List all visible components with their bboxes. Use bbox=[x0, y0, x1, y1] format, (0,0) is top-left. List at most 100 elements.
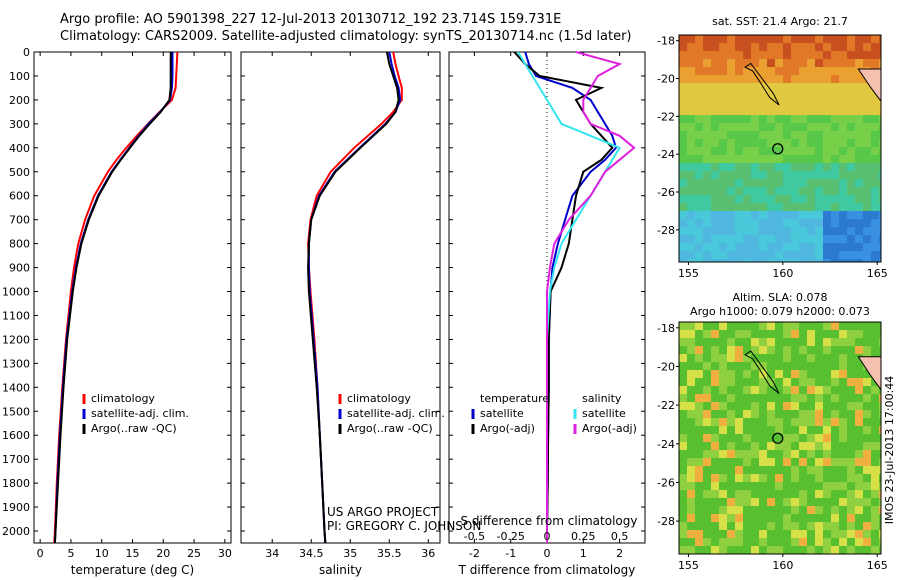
map-cell bbox=[743, 450, 752, 459]
map-cell bbox=[679, 506, 688, 515]
map-cell bbox=[719, 394, 728, 403]
map-cell bbox=[815, 378, 824, 387]
map-cell bbox=[799, 91, 808, 100]
map-cell bbox=[815, 75, 824, 84]
map-cell bbox=[783, 203, 792, 212]
map-y-tick-label: -28 bbox=[657, 224, 675, 237]
map-cell bbox=[719, 338, 728, 347]
map-cell bbox=[727, 506, 736, 515]
map-cell bbox=[703, 83, 712, 92]
series-line-3 bbox=[546, 51, 636, 543]
map-cell bbox=[711, 514, 720, 523]
map-cell bbox=[703, 362, 712, 371]
x-tick-label: 10 bbox=[95, 547, 109, 560]
map-cell bbox=[679, 394, 688, 403]
x-tick-label: 36 bbox=[421, 547, 435, 560]
map-cell bbox=[743, 91, 752, 100]
map-cell bbox=[711, 522, 720, 531]
map-cell bbox=[823, 434, 832, 443]
map-cell bbox=[863, 394, 872, 403]
map-cell bbox=[791, 179, 800, 188]
map-cell bbox=[871, 522, 880, 531]
map-cell bbox=[703, 418, 712, 427]
map-cell bbox=[839, 458, 848, 467]
map-cell bbox=[839, 410, 848, 419]
map-cell bbox=[767, 195, 776, 204]
map-cell bbox=[847, 67, 856, 76]
map-cell bbox=[719, 442, 728, 451]
map-cell bbox=[879, 251, 881, 260]
map-cell bbox=[695, 338, 704, 347]
map-cell bbox=[735, 338, 744, 347]
map-y-tick-label: -20 bbox=[657, 360, 675, 373]
map-cell bbox=[815, 67, 824, 76]
map-cell bbox=[711, 107, 720, 116]
map-cell bbox=[679, 147, 688, 156]
map-cell bbox=[839, 530, 848, 539]
map-cell bbox=[815, 259, 824, 262]
map-cell bbox=[775, 35, 784, 44]
map-cell bbox=[711, 426, 720, 435]
map-cell bbox=[775, 123, 784, 132]
map-cell bbox=[775, 67, 784, 76]
map-cell bbox=[735, 219, 744, 228]
map-cell bbox=[711, 466, 720, 475]
map-cell bbox=[791, 195, 800, 204]
map-cell bbox=[879, 450, 881, 459]
map-cell bbox=[823, 155, 832, 164]
map-cell bbox=[735, 418, 744, 427]
map-cell bbox=[799, 131, 808, 140]
map-cell bbox=[863, 235, 872, 244]
map-cell bbox=[831, 498, 840, 507]
map-cell bbox=[791, 75, 800, 84]
salinity-legend-label-2: Argo(..raw -QC) bbox=[347, 422, 433, 435]
profile-panel-difference: -2 -1 0 1 2T difference from climatology bbox=[448, 51, 646, 577]
map-cell bbox=[783, 354, 792, 363]
map-cell bbox=[679, 227, 688, 236]
map-cell bbox=[799, 99, 808, 108]
map-cell bbox=[727, 378, 736, 387]
map-cell bbox=[703, 378, 712, 387]
map-cell bbox=[727, 171, 736, 180]
map-cell bbox=[799, 506, 808, 515]
map-cell bbox=[775, 251, 784, 260]
map-cell bbox=[783, 346, 792, 355]
map-cell bbox=[807, 522, 816, 531]
map-cell bbox=[775, 259, 784, 262]
map-cell bbox=[727, 458, 736, 467]
map-cell bbox=[695, 538, 704, 547]
map-cell bbox=[743, 362, 752, 371]
map-cell bbox=[679, 338, 688, 347]
map-cell bbox=[687, 498, 696, 507]
map-cell bbox=[879, 107, 881, 116]
map-cell bbox=[799, 482, 808, 491]
map-cell bbox=[879, 235, 881, 244]
y-tick-label: 800 bbox=[9, 238, 30, 251]
map-cell bbox=[791, 458, 800, 467]
map-cell bbox=[695, 530, 704, 539]
map-cell bbox=[735, 83, 744, 92]
map-cell bbox=[703, 163, 712, 172]
map-cell bbox=[831, 378, 840, 387]
map-cell bbox=[743, 386, 752, 395]
map-cell bbox=[799, 123, 808, 132]
map-cell bbox=[815, 506, 824, 515]
map-cell bbox=[719, 195, 728, 204]
map-cell bbox=[735, 370, 744, 379]
map-cell bbox=[743, 402, 752, 411]
map-cell bbox=[855, 418, 864, 427]
map-cell bbox=[823, 506, 832, 515]
map-cell bbox=[823, 259, 832, 262]
map-cell bbox=[839, 394, 848, 403]
map-cell bbox=[687, 251, 696, 260]
map-cell bbox=[703, 251, 712, 260]
map-cell bbox=[743, 83, 752, 92]
map-cell bbox=[751, 163, 760, 172]
map-cell bbox=[879, 426, 881, 435]
map-cell bbox=[791, 338, 800, 347]
map-cell bbox=[711, 91, 720, 100]
map-cell bbox=[735, 386, 744, 395]
map-cell bbox=[703, 394, 712, 403]
map-cell bbox=[695, 322, 704, 331]
map-cell bbox=[879, 163, 881, 172]
